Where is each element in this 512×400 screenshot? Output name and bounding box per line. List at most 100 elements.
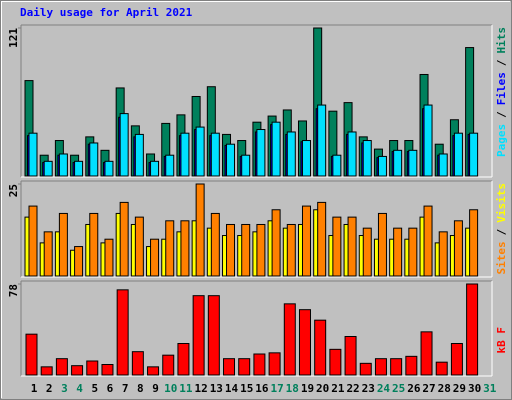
bar <box>238 358 251 376</box>
bar <box>207 295 220 376</box>
bar <box>150 238 160 277</box>
bar <box>89 142 99 177</box>
bar <box>25 333 38 376</box>
x-tick-label: 2 <box>46 382 53 395</box>
legend-entry: kB F <box>495 327 508 354</box>
bar <box>362 227 372 277</box>
bar <box>210 212 220 277</box>
x-tick-label: 1 <box>31 382 38 395</box>
bar <box>58 153 68 177</box>
x-tick-label: 12 <box>195 382 208 395</box>
x-tick-label: 30 <box>468 382 481 395</box>
bar <box>423 205 433 277</box>
bar <box>134 216 144 277</box>
bar <box>74 246 84 277</box>
bar <box>28 205 38 277</box>
legend-entry: Hits <box>495 27 508 54</box>
y-tick-label: 121 <box>7 28 20 48</box>
bar <box>119 113 129 177</box>
bar <box>43 160 53 177</box>
bar <box>393 149 403 177</box>
legend-separator: / <box>495 228 508 235</box>
bar <box>104 160 114 177</box>
bar <box>469 209 479 277</box>
x-tick-label: 14 <box>225 382 239 395</box>
x-tick-label: 22 <box>346 382 359 395</box>
x-tick-label: 19 <box>301 382 314 395</box>
y-tick-label: 78 <box>7 284 20 297</box>
x-tick-label: 28 <box>438 382 451 395</box>
bar <box>408 149 418 177</box>
bar <box>301 205 311 277</box>
bar <box>271 121 281 177</box>
x-tick-label: 23 <box>362 382 375 395</box>
x-tick-label: 8 <box>137 382 144 395</box>
bar <box>408 227 418 277</box>
legend-entry: Pages <box>495 124 508 157</box>
legend-separator: / <box>495 59 508 66</box>
x-tick-label: 4 <box>76 382 83 395</box>
bar <box>101 364 114 376</box>
bar <box>435 361 448 376</box>
x-tick-label: 17 <box>270 382 283 395</box>
bar <box>71 365 84 376</box>
bar <box>89 212 99 277</box>
x-tick-label: 29 <box>453 382 466 395</box>
bar <box>347 216 357 277</box>
bar <box>147 366 160 376</box>
bar <box>453 132 463 177</box>
bar <box>165 220 175 277</box>
x-tick-label: 13 <box>210 382 223 395</box>
x-tick-label: 7 <box>122 382 129 395</box>
bar <box>192 295 205 376</box>
x-tick-label: 24 <box>377 382 391 395</box>
bar <box>150 160 160 177</box>
bar <box>469 132 479 177</box>
x-tick-label: 5 <box>91 382 98 395</box>
bar <box>332 154 342 177</box>
legend-entry: Sites <box>495 241 508 274</box>
bar <box>116 289 129 376</box>
x-tick-label: 11 <box>179 382 193 395</box>
bar <box>180 220 190 277</box>
chart-title: Daily usage for April 2021 <box>20 6 193 19</box>
bar <box>241 223 251 277</box>
bar <box>226 143 236 177</box>
y-tick-label: 25 <box>7 184 20 197</box>
bar <box>256 223 266 277</box>
bar <box>28 132 38 177</box>
bar <box>317 201 327 277</box>
legend-entry: Visits <box>495 183 508 223</box>
bar <box>314 319 327 376</box>
bar <box>438 153 448 177</box>
bar <box>86 360 99 376</box>
bar <box>165 154 175 177</box>
bar <box>420 331 433 376</box>
bar <box>298 309 311 376</box>
x-tick-label: 3 <box>61 382 68 395</box>
bar <box>131 351 144 376</box>
bar <box>104 238 114 277</box>
bar <box>283 303 296 376</box>
bar <box>377 212 387 277</box>
bar <box>256 129 266 177</box>
bar <box>177 343 190 376</box>
bar <box>393 227 403 277</box>
bar <box>40 366 53 376</box>
bar <box>43 231 53 277</box>
bar <box>286 131 296 177</box>
bar <box>405 355 418 376</box>
bar <box>134 133 144 177</box>
x-tick-label: 27 <box>422 382 435 395</box>
bar <box>317 104 327 177</box>
legend-entry: Files <box>495 72 508 105</box>
bar <box>253 353 266 376</box>
x-tick-label: 31 <box>483 382 497 395</box>
x-tick-label: 25 <box>392 382 405 395</box>
bar <box>119 201 129 277</box>
x-tick-label: 20 <box>316 382 329 395</box>
x-tick-label: 6 <box>107 382 114 395</box>
x-tick-label: 26 <box>407 382 421 395</box>
bar <box>223 358 236 376</box>
bar <box>271 209 281 277</box>
